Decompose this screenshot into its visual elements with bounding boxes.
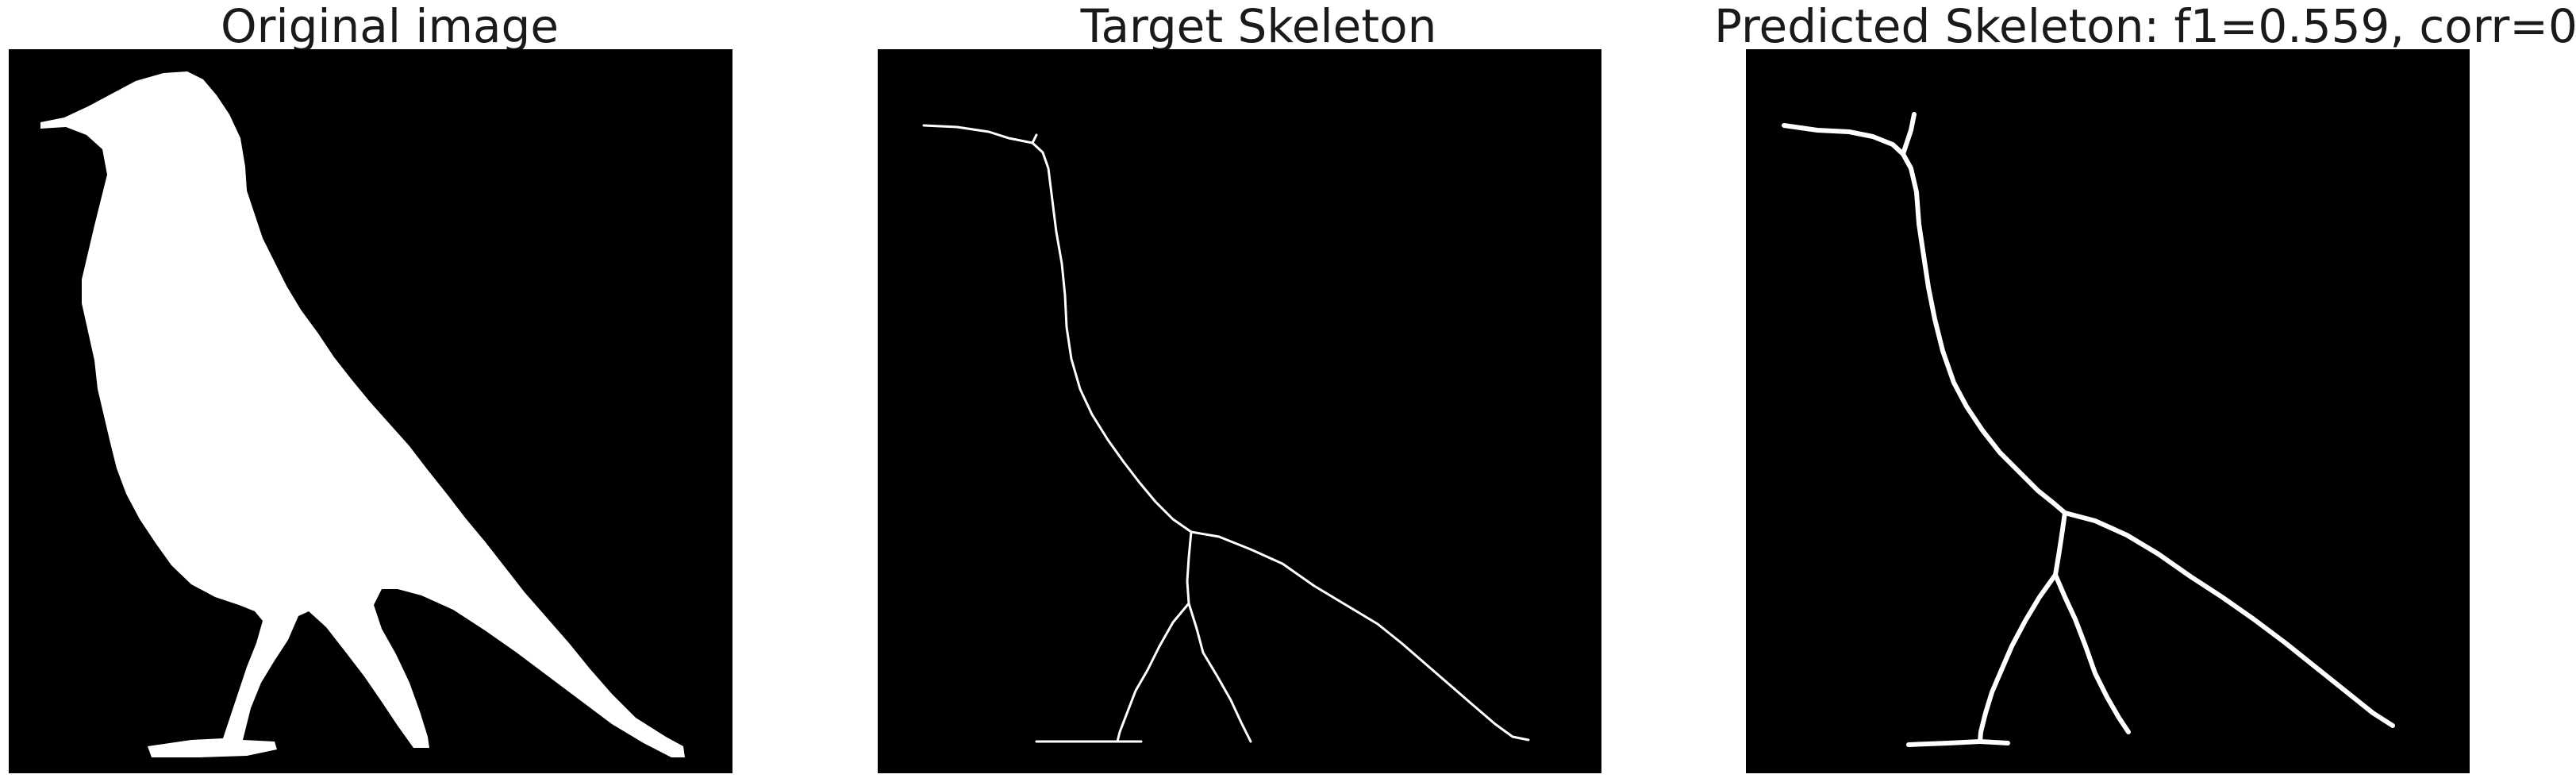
original-image [9, 49, 732, 773]
panel-title-original: Original image [220, 0, 559, 53]
panel-original: Original image [9, 0, 771, 782]
panel-title-target: Target Skeleton [1080, 0, 1437, 53]
panel-target: Target Skeleton [878, 0, 1640, 782]
panel-title-predicted: Predicted Skeleton: f1=0.559, corr=0.591 [1714, 0, 2576, 53]
predicted-skeleton-image [1746, 49, 2470, 773]
target-skeleton [878, 49, 1601, 773]
predicted-skeleton [1746, 49, 2470, 773]
target-skeleton-image [878, 49, 1601, 773]
panel-predicted: Predicted Skeleton: f1=0.559, corr=0.591 [1714, 0, 2576, 782]
bird-silhouette [9, 49, 732, 773]
